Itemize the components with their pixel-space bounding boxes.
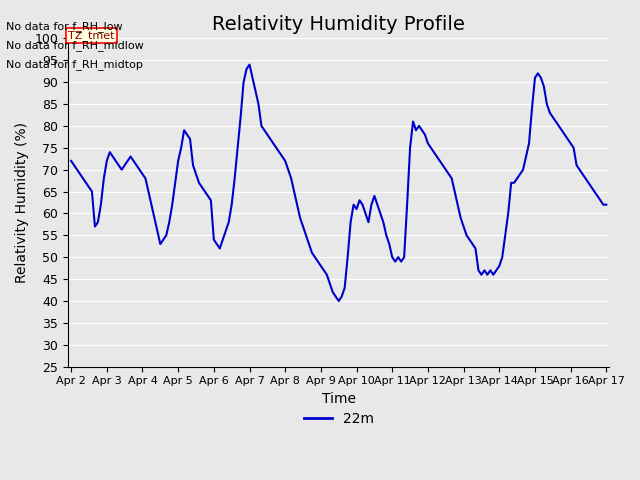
Text: No data for f_RH_midtop: No data for f_RH_midtop [6, 59, 143, 70]
X-axis label: Time: Time [322, 392, 356, 406]
Text: No data for f_RH_low: No data for f_RH_low [6, 21, 123, 32]
Title: Relativity Humidity Profile: Relativity Humidity Profile [212, 15, 465, 34]
Text: TZ_tmet: TZ_tmet [68, 30, 115, 41]
Legend: 22m: 22m [298, 407, 380, 432]
Text: No data for f_RH_midlow: No data for f_RH_midlow [6, 40, 144, 51]
Y-axis label: Relativity Humidity (%): Relativity Humidity (%) [15, 122, 29, 283]
